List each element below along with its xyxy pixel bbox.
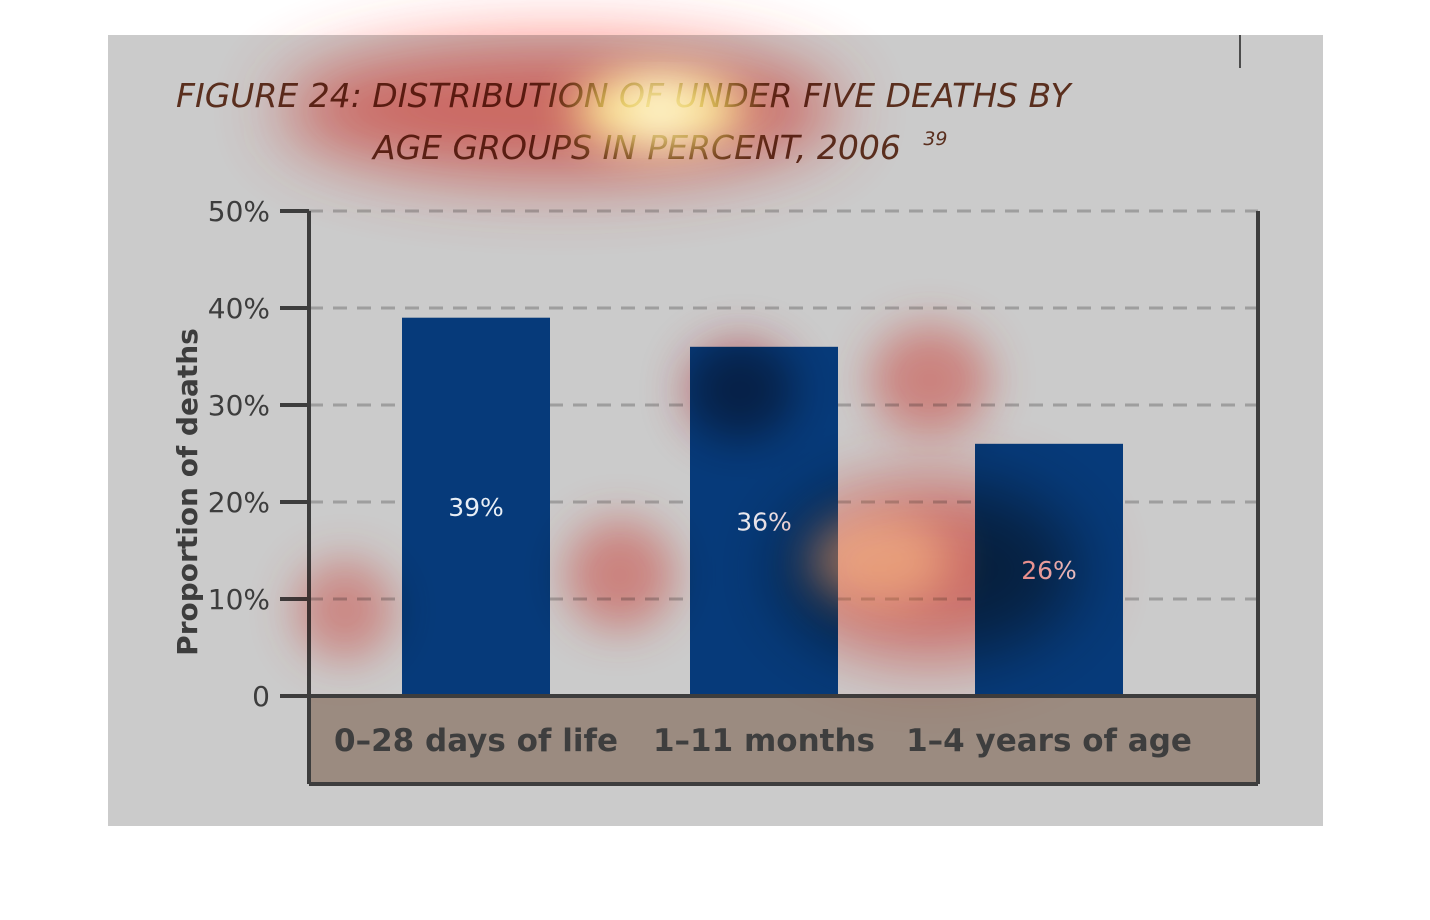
bar-data-label: 39% (448, 493, 504, 522)
y-tick-label: 10% (208, 583, 270, 616)
bar-data-label: 36% (736, 507, 792, 536)
heat-blob (565, 520, 675, 630)
category-label: 1–4 years of age (906, 723, 1192, 759)
bar (402, 317, 550, 696)
y-axis-label: Proportion of deaths (171, 328, 204, 656)
category-label: 0–28 days of life (334, 723, 618, 759)
category-labels: 0–28 days of life 1–11 months 1–4 years of… (334, 723, 1192, 759)
heat-hotspot (810, 515, 950, 605)
heat-blob (685, 340, 795, 440)
chart-title-superscript: 39 (923, 128, 947, 150)
y-tick-label: 50% (208, 195, 270, 228)
y-tick-label: 0 (252, 680, 270, 713)
y-tick-label: 30% (208, 389, 270, 422)
heat-hotspot (630, 94, 690, 126)
y-tick-label: 40% (208, 292, 270, 325)
heat-blob (280, 40, 840, 180)
y-tick-label: 20% (208, 486, 270, 519)
category-label: 1–11 months (653, 723, 875, 759)
category-band (309, 696, 1258, 784)
attention-heatmap-hotspots (575, 70, 950, 605)
bars (402, 317, 1123, 696)
plot-frame (280, 211, 1260, 786)
heat-blob (870, 325, 990, 435)
heat-blob (295, 560, 395, 660)
